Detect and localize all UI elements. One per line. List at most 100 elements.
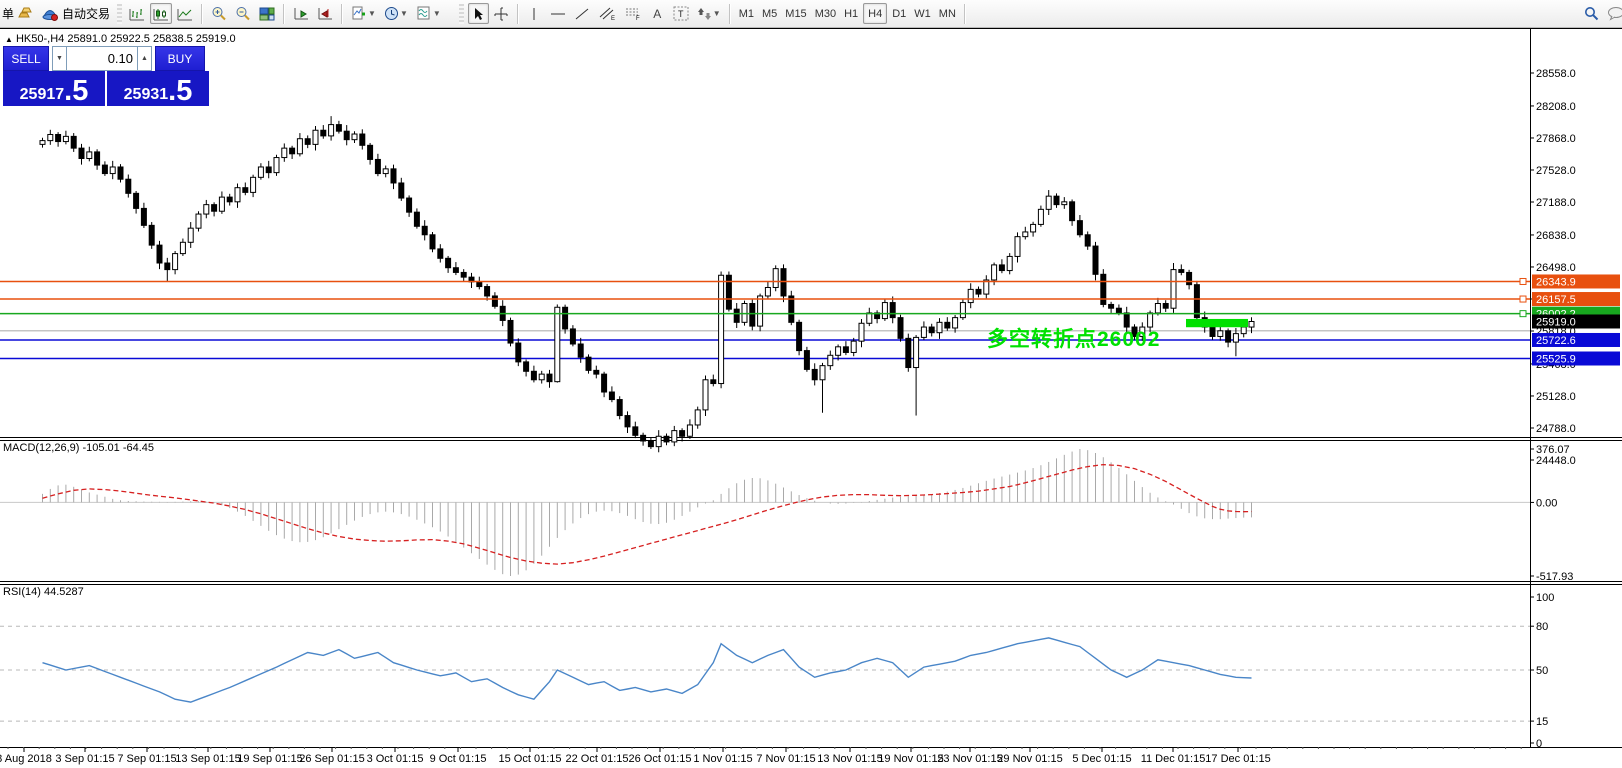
svg-text:26 Sep 01:15: 26 Sep 01:15 <box>299 753 364 765</box>
auto-trading-icon <box>42 9 59 21</box>
symbol-arrow-icon: ▲ <box>5 35 13 44</box>
svg-text:27868.0: 27868.0 <box>1536 133 1576 145</box>
svg-text:3 Oct 01:15: 3 Oct 01:15 <box>367 753 424 765</box>
volume-increase-button[interactable]: ▲ <box>137 46 152 71</box>
buy-price[interactable]: 25931 .5 <box>107 71 209 106</box>
toolbar-grip <box>117 3 123 24</box>
chevron-down-icon: ▼ <box>432 9 441 18</box>
timeframe-d1[interactable]: D1 <box>892 7 907 20</box>
cursor-button[interactable] <box>467 3 489 24</box>
svg-text:E: E <box>611 16 615 21</box>
svg-text:26343.9: 26343.9 <box>1536 276 1576 288</box>
sell-button[interactable]: SELL <box>3 46 49 71</box>
crosshair-icon <box>494 7 508 20</box>
indicators-button[interactable]: ▼ <box>348 3 379 24</box>
price-axis-border <box>1530 28 1531 747</box>
macd-divider-top[interactable] <box>0 437 1622 438</box>
svg-text:100: 100 <box>1536 592 1554 604</box>
toolbar-grip <box>458 3 464 24</box>
svg-text:23 Nov 01:15: 23 Nov 01:15 <box>937 753 1002 765</box>
chevron-down-icon: ▼ <box>399 9 408 18</box>
line-chart-button[interactable] <box>174 3 196 24</box>
toolbar-separator <box>963 3 966 24</box>
svg-text:F: F <box>636 16 640 21</box>
chat-button[interactable] <box>1604 3 1622 24</box>
buy-button[interactable]: BUY <box>155 46 205 71</box>
auto-trading-label: 自动交易 <box>62 7 111 21</box>
new-order-button[interactable] <box>15 3 37 24</box>
text-tool[interactable]: A <box>653 6 662 21</box>
timeframe-w1[interactable]: W1 <box>914 7 931 20</box>
timeframe-mn[interactable]: MN <box>938 7 956 20</box>
volume-decrease-button[interactable]: ▼ <box>52 46 67 71</box>
symbol-ohlc-values: 25891.0 25922.5 25838.5 25919.0 <box>67 33 236 45</box>
templates-button[interactable]: ▼ <box>413 3 444 24</box>
chart-shift-button[interactable] <box>314 3 336 24</box>
svg-text:1 Nov 01:15: 1 Nov 01:15 <box>693 753 752 765</box>
horizontal-line-tool[interactable] <box>547 3 569 24</box>
fibonacci-tool[interactable]: F <box>621 3 645 24</box>
timeframe-m30[interactable]: M30 <box>814 7 837 20</box>
sell-price-pips: .5 <box>64 74 89 107</box>
svg-text:26838.0: 26838.0 <box>1536 230 1576 242</box>
buy-price-main: 25931 <box>123 86 169 103</box>
sell-price-main: 25917 <box>19 86 65 103</box>
svg-text:28558.0: 28558.0 <box>1536 68 1576 80</box>
svg-text:24448.0: 24448.0 <box>1536 455 1576 467</box>
tile-windows-button[interactable] <box>256 3 278 24</box>
svg-text:24788.0: 24788.0 <box>1536 423 1576 435</box>
svg-text:26 Oct 01:15: 26 Oct 01:15 <box>629 753 692 765</box>
bar-chart-button[interactable] <box>126 3 148 24</box>
timeframe-m15[interactable]: M15 <box>785 7 807 20</box>
rsi-divider-top[interactable] <box>0 581 1622 582</box>
arrows-tool[interactable]: ▼ <box>694 3 724 24</box>
chart-annotation-text: 多空转折点26002 <box>987 328 1161 351</box>
svg-text:7 Sep 01:15: 7 Sep 01:15 <box>117 753 176 765</box>
chart-window[interactable]: ▲ HK50-,H4 25891.0 25922.5 25838.5 25919… <box>0 27 1622 768</box>
auto-scroll-button[interactable] <box>290 3 312 24</box>
trendline-tool[interactable] <box>571 3 593 24</box>
svg-text:26157.5: 26157.5 <box>1536 294 1576 306</box>
time-axis-border <box>0 747 1622 748</box>
timeframe-m1[interactable]: M1 <box>738 7 754 20</box>
crosshair-button[interactable] <box>491 3 512 24</box>
svg-text:26498.0: 26498.0 <box>1536 262 1576 274</box>
horizontal-line-icon <box>550 13 565 14</box>
svg-text:25722.6: 25722.6 <box>1536 335 1576 347</box>
search-button[interactable] <box>1581 3 1602 24</box>
svg-text:11 Dec 01:15: 11 Dec 01:15 <box>1141 753 1206 765</box>
volume-input[interactable]: 0.10 <box>67 46 137 71</box>
zoom-out-button[interactable] <box>232 3 254 24</box>
channel-icon: E <box>599 7 615 21</box>
chart-canvas[interactable]: 28558.0 28208.0 27868.0 27528.0 27188.0 26838… <box>0 27 1622 768</box>
trendline-icon <box>575 8 589 19</box>
sell-price[interactable]: 25917 .5 <box>3 71 105 106</box>
svg-text:25128.0: 25128.0 <box>1536 391 1576 403</box>
indicators-icon <box>352 6 366 20</box>
zoom-in-button[interactable] <box>208 3 230 24</box>
svg-text:T: T <box>678 9 684 19</box>
periods-button[interactable]: ▼ <box>381 3 411 24</box>
chevron-down-icon: ▼ <box>368 9 376 18</box>
macd-values: -105.01 -64.45 <box>82 442 155 454</box>
svg-text:8 Aug 2018: 8 Aug 2018 <box>0 753 52 765</box>
text-label-tool[interactable]: T <box>670 3 692 24</box>
vertical-line-tool[interactable] <box>524 3 545 24</box>
chart-top-border <box>0 28 1622 29</box>
timeframe-h1[interactable]: H1 <box>844 7 859 20</box>
toolbar-separator <box>283 3 286 24</box>
trade-widget-divider <box>105 71 107 106</box>
svg-text:80: 80 <box>1536 621 1548 633</box>
timeframe-h4[interactable]: H4 <box>863 3 888 24</box>
cursor-arrow-icon <box>474 7 483 20</box>
equidistant-channel-tool[interactable]: E <box>595 3 619 24</box>
candlestick-chart-button[interactable] <box>150 3 173 24</box>
chevron-down-icon: ▼ <box>712 9 721 18</box>
auto-trading-button[interactable]: 自动交易 <box>39 3 113 24</box>
svg-text:25919.0: 25919.0 <box>1536 316 1576 328</box>
gold-bars-icon <box>18 7 32 17</box>
clock-icon <box>384 7 398 20</box>
svg-text:19 Nov 01:15: 19 Nov 01:15 <box>878 753 943 765</box>
timeframe-m5[interactable]: M5 <box>762 7 778 20</box>
svg-text:13 Nov 01:15: 13 Nov 01:15 <box>817 753 882 765</box>
